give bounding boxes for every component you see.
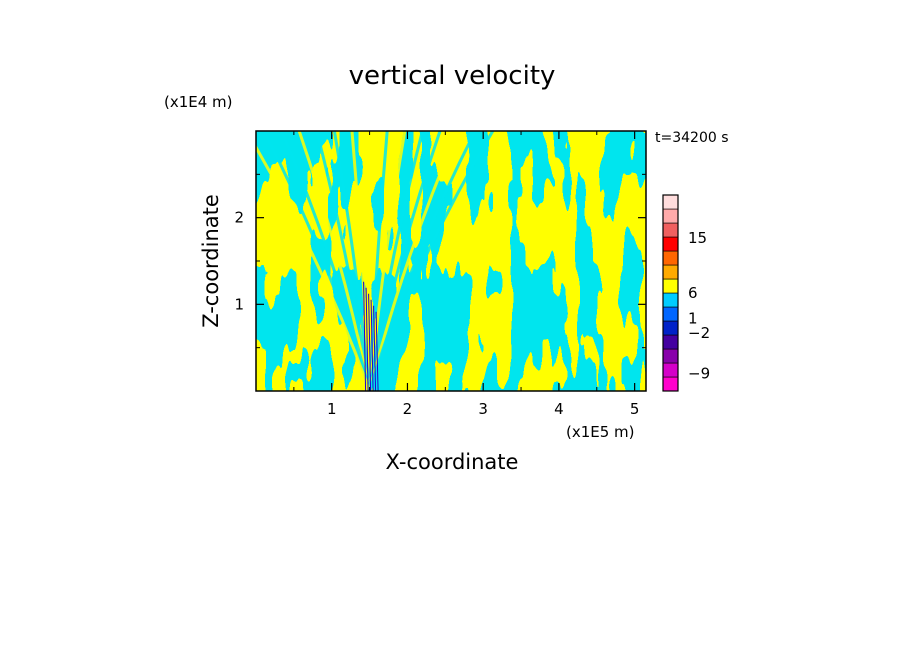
streak	[280, 131, 372, 391]
x-axis-label: X-coordinate	[386, 450, 519, 474]
plot-area	[256, 131, 646, 391]
colorbar-swatch	[662, 376, 679, 392]
streak	[368, 131, 459, 391]
streak	[297, 131, 372, 391]
streak	[332, 131, 372, 391]
strong-downdraft-streak	[375, 311, 379, 391]
positive-velocity-field	[256, 131, 646, 391]
streak	[262, 131, 372, 391]
y-axis-ticks: 12	[234, 173, 646, 349]
strong-downdraft-streak	[363, 281, 367, 391]
x-tick-label: 1	[327, 400, 337, 418]
colorbar-swatch	[662, 264, 679, 280]
colorbar-swatch	[662, 320, 679, 336]
strong-downdraft-streak	[370, 299, 374, 391]
colorbar-swatch	[662, 208, 679, 224]
strong-downdraft-streak	[373, 305, 377, 391]
strong-downdraft-streak	[365, 287, 369, 391]
colorbar-swatch	[662, 334, 679, 350]
colorbar-swatch	[662, 348, 679, 364]
colorbar-swatch	[662, 250, 679, 266]
y-tick-label: 1	[234, 295, 244, 313]
colorbar: 15 6 1−2 −9	[662, 194, 710, 392]
time-label: t=34200 s	[655, 130, 729, 146]
colorbar-tick-label: 1	[688, 309, 698, 327]
x-axis-ticks: 1 2 3 4 5	[293, 131, 640, 418]
streak	[315, 131, 372, 391]
colorbar-swatch	[662, 222, 679, 238]
streak	[368, 131, 442, 391]
streak	[256, 144, 372, 391]
chart-title: vertical velocity	[349, 61, 556, 91]
x-tick-label: 4	[554, 400, 564, 418]
streak	[368, 131, 389, 391]
colorbar-swatch	[662, 292, 679, 308]
colorbar-tick-label: 15	[688, 229, 707, 247]
streak	[368, 131, 407, 391]
y-tick-label: 2	[234, 209, 244, 227]
x-unit-label: (x1E5 m)	[566, 423, 635, 441]
colorbar-swatch	[662, 194, 679, 210]
y-unit-label: (x1E4 m)	[164, 93, 233, 111]
colorbar-tick-label: −9	[688, 364, 710, 382]
y-axis-label: Z-coordinate	[199, 194, 223, 328]
colorbar-tick-label: 6	[688, 284, 698, 302]
x-tick-label: 2	[403, 400, 413, 418]
colorbar-tick-label: −2	[688, 324, 710, 342]
colorbar-swatch	[662, 362, 679, 378]
streak	[368, 131, 495, 391]
strong-downdraft-streak	[368, 293, 372, 391]
streak	[368, 131, 477, 391]
colorbar-swatch	[662, 306, 679, 322]
v-shaped-streaks	[256, 131, 495, 391]
colorbar-frame	[662, 194, 679, 392]
colorbar-swatch	[662, 278, 679, 294]
x-tick-label: 3	[478, 400, 488, 418]
colorbar-swatch	[662, 236, 679, 252]
x-tick-label: 5	[630, 400, 640, 418]
